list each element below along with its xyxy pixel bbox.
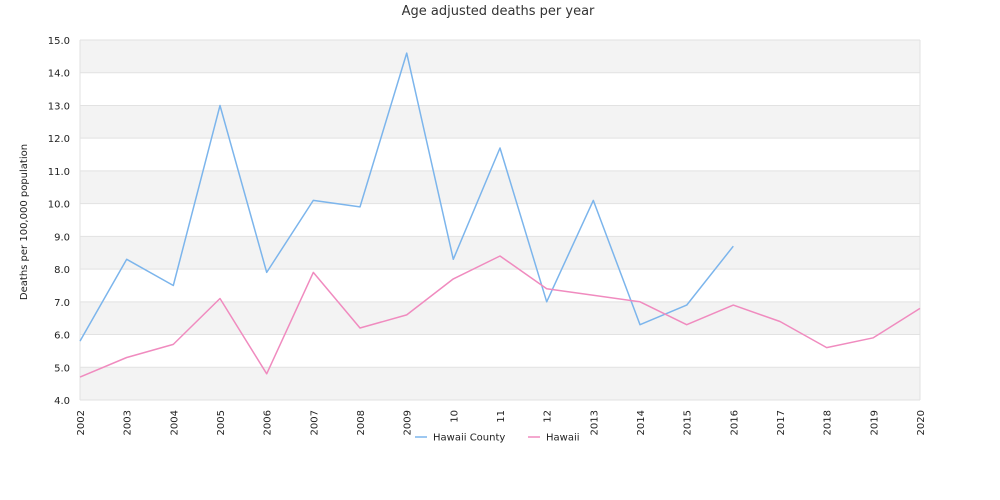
x-tick-label: 11 xyxy=(496,410,507,423)
y-tick-label: 9.0 xyxy=(54,232,70,243)
y-tick-label: 8.0 xyxy=(54,265,70,276)
y-axis-ticks: 4.0 5.0 6.0 7.0 8.0 9.0 10.0 11.0 12.0 13.0 14.0 15… xyxy=(48,36,70,407)
y-tick-label: 15.0 xyxy=(48,36,70,47)
y-tick-label: 13.0 xyxy=(48,101,70,112)
x-tick-label: 2008 xyxy=(356,410,367,435)
plot-band xyxy=(80,236,920,270)
x-tick-label: 2005 xyxy=(216,410,227,435)
x-tick-label: 2019 xyxy=(869,410,880,435)
plot-band xyxy=(80,170,920,204)
x-tick-label: 2016 xyxy=(729,410,740,435)
plot-band xyxy=(80,72,920,106)
series-lines xyxy=(79,52,921,378)
legend-item[interactable]: Hawaii xyxy=(528,433,580,444)
legend: Hawaii County Hawaii xyxy=(415,433,580,444)
x-tick-label: 2015 xyxy=(683,410,694,435)
x-tick-label: 12 xyxy=(543,410,554,423)
y-tick-label: 10.0 xyxy=(48,200,70,211)
x-tick-label: 2020 xyxy=(916,410,927,435)
y-tick-label: 6.0 xyxy=(54,331,70,342)
x-axis-ticks: 2002 2003 2004 2005 2006 2007 2008 2009 10 11 12 20… xyxy=(76,410,927,435)
plot-band xyxy=(80,269,920,302)
legend-label: Hawaii xyxy=(546,433,580,444)
plot-band xyxy=(80,203,920,237)
plot-band xyxy=(80,334,920,368)
y-axis-label: Deaths per 100,000 population xyxy=(19,144,30,300)
x-tick-label: 2009 xyxy=(403,410,414,435)
plot-band xyxy=(80,301,920,335)
y-tick-label: 7.0 xyxy=(54,298,70,309)
y-tick-label: 11.0 xyxy=(48,167,70,178)
plot-band xyxy=(80,367,920,400)
y-tick-label: 4.0 xyxy=(54,396,70,407)
x-tick-label: 2006 xyxy=(263,410,274,435)
y-tick-label: 14.0 xyxy=(48,69,70,80)
x-tick-label: 2014 xyxy=(636,410,647,435)
x-tick-label: 2013 xyxy=(589,410,600,435)
plot-bands xyxy=(79,39,921,401)
legend-label: Hawaii County xyxy=(433,433,505,444)
plot-band xyxy=(80,105,920,139)
x-tick-label: 2018 xyxy=(823,410,834,435)
x-tick-label: 2017 xyxy=(776,410,787,435)
x-tick-label: 10 xyxy=(449,410,460,423)
chart-title: Age adjusted deaths per year xyxy=(402,4,595,19)
x-tick-label: 2007 xyxy=(309,410,320,435)
y-tick-label: 5.0 xyxy=(54,363,70,374)
series-line-hawaii xyxy=(79,255,921,378)
x-tick-label: 2002 xyxy=(76,410,87,435)
legend-item[interactable]: Hawaii County xyxy=(415,433,505,444)
plot-band xyxy=(80,138,920,171)
y-tick-label: 12.0 xyxy=(48,134,70,145)
x-tick-label: 2003 xyxy=(123,410,134,435)
series-line-hawaii-county xyxy=(79,52,734,342)
plot-band xyxy=(80,40,920,73)
x-tick-label: 2004 xyxy=(169,410,180,435)
